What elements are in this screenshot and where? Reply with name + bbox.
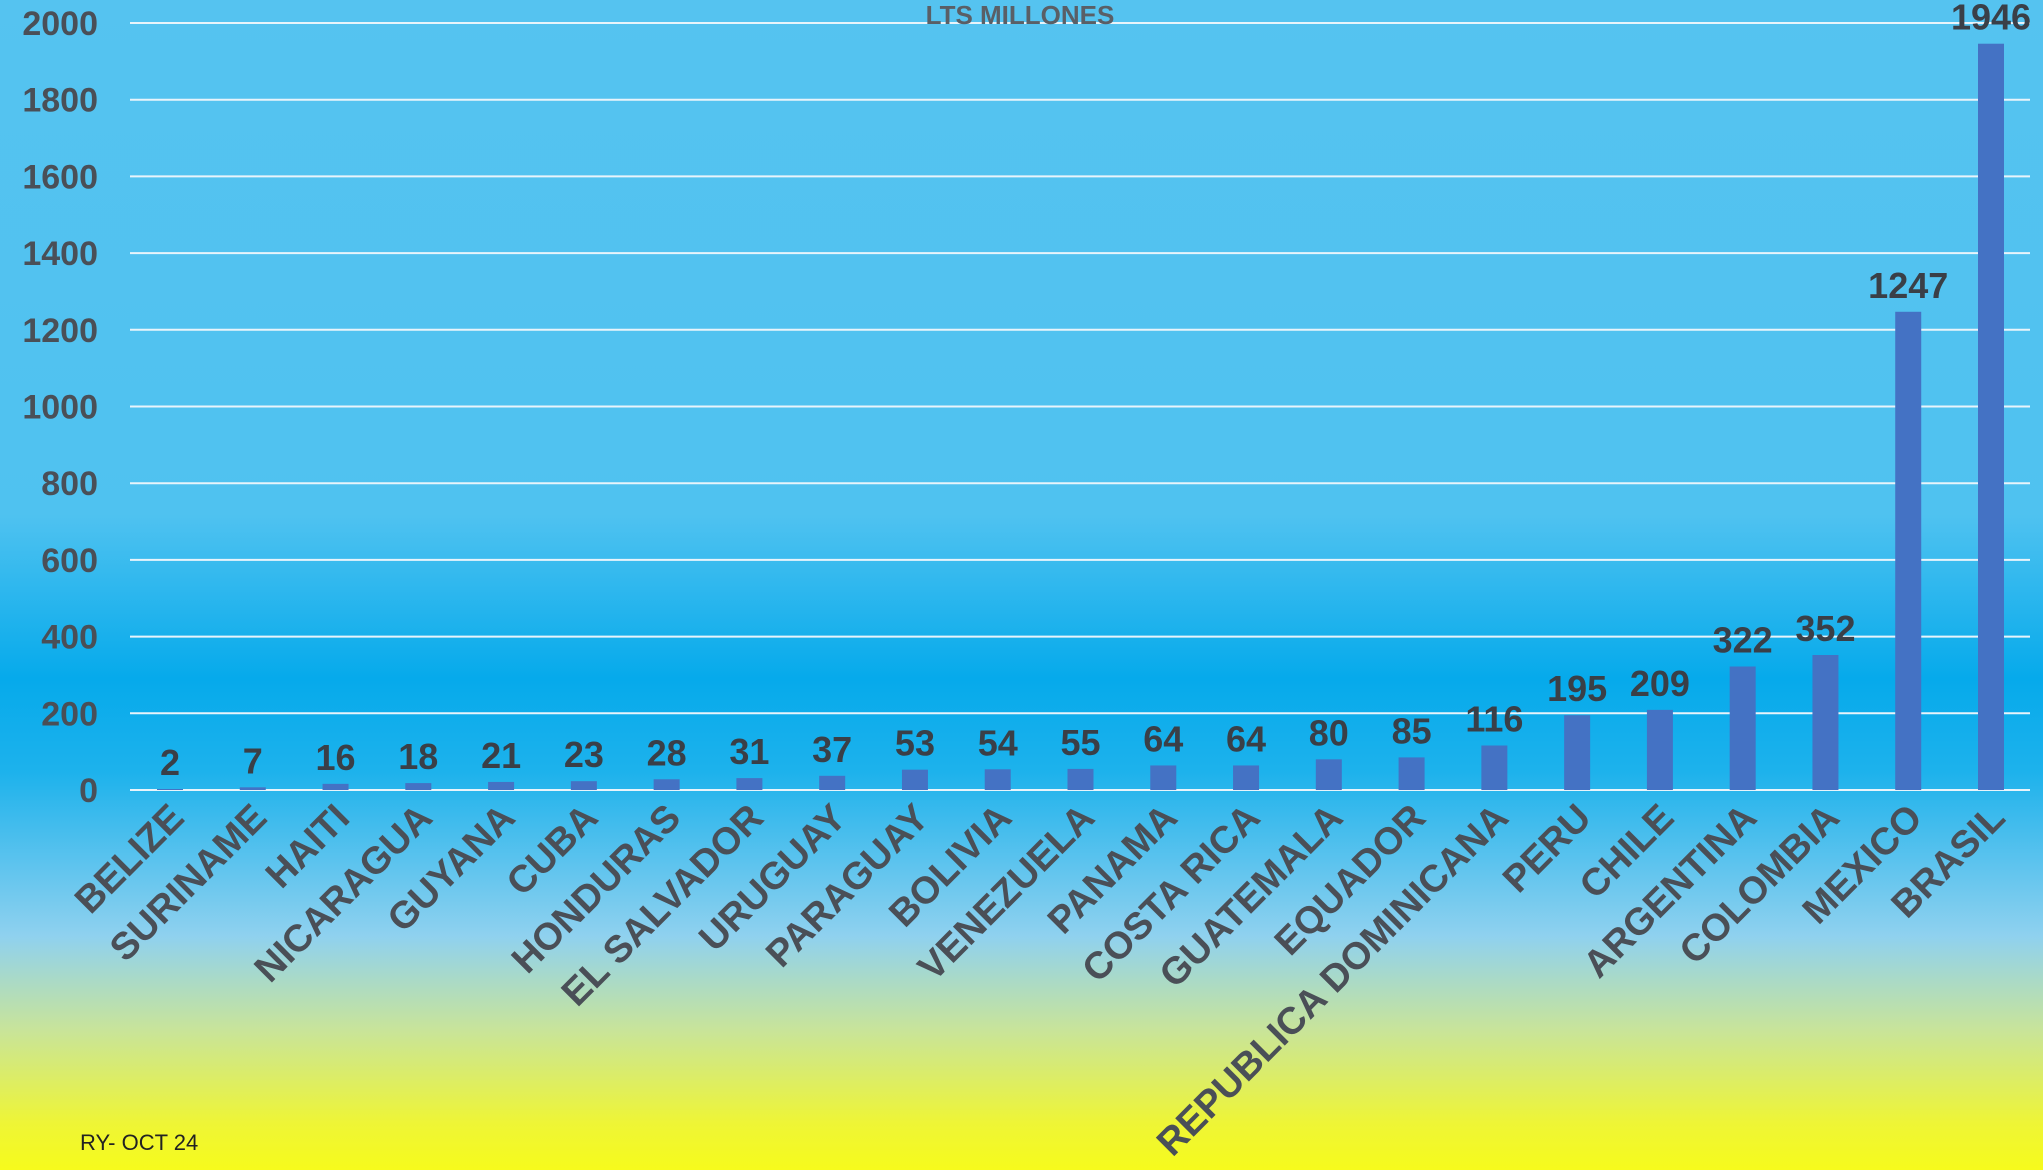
y-tick-label: 400 <box>41 619 98 657</box>
bars <box>157 43 2004 791</box>
y-axis-tick-labels: 0 200 400 600 800 1000 1200 1400 1600 1800 2000 <box>22 5 98 810</box>
data-label: 21 <box>481 735 521 776</box>
data-label: 28 <box>647 732 687 773</box>
data-label: 53 <box>895 723 935 764</box>
bar-colombia <box>1812 655 1839 790</box>
data-label: 31 <box>729 731 769 772</box>
bar-suriname <box>239 787 266 790</box>
bar-republica-dominicana <box>1481 745 1508 790</box>
bar-equador <box>1398 757 1425 790</box>
data-label: 209 <box>1630 663 1690 704</box>
bar-paraguay <box>901 769 928 790</box>
bar-bolivia <box>984 769 1011 790</box>
bar-el-salvador <box>736 778 763 790</box>
bar-cuba <box>570 781 597 790</box>
bar-peru <box>1564 715 1591 790</box>
data-label: 64 <box>1143 718 1183 759</box>
y-tick-label: 1200 <box>22 312 98 350</box>
y-tick-label: 1000 <box>22 389 98 427</box>
data-label: 1946 <box>1951 0 2031 38</box>
bar-argentina <box>1729 666 1756 790</box>
y-tick-label: 2000 <box>22 5 98 43</box>
data-label: 2 <box>160 742 180 783</box>
bar-panama <box>1150 765 1177 790</box>
category-labels: BELIZESURINAMEHAITINICARAGUAGUYANACUBAHO… <box>67 797 2013 1165</box>
y-tick-label: 1600 <box>22 158 98 196</box>
bar-haiti <box>322 783 349 790</box>
data-label: 322 <box>1713 620 1773 661</box>
data-label: 18 <box>398 736 438 777</box>
y-tick-label: 1400 <box>22 235 98 273</box>
bar-costa-rica <box>1233 765 1260 790</box>
data-label: 352 <box>1795 608 1855 649</box>
data-label: 7 <box>243 740 263 781</box>
bar-venezuela <box>1067 768 1094 790</box>
data-label: 55 <box>1060 722 1100 763</box>
bar-uruguay <box>819 775 846 790</box>
y-tick-label: 1800 <box>22 82 98 120</box>
footnote: RY- OCT 24 <box>80 1130 198 1155</box>
bar-nicaragua <box>405 783 432 790</box>
data-label: 64 <box>1226 718 1266 759</box>
chart-title: LTS MILLONES <box>926 0 1115 30</box>
bar-guyana <box>488 781 515 790</box>
bar-belize <box>157 789 183 790</box>
y-tick-label: 200 <box>41 695 98 733</box>
data-label: 195 <box>1547 668 1607 709</box>
data-label: 116 <box>1465 699 1523 740</box>
bar-chile <box>1646 709 1673 790</box>
data-label: 37 <box>812 729 852 770</box>
bar-brasil <box>1978 43 2004 791</box>
y-tick-label: 600 <box>41 542 98 580</box>
bar-guatemala <box>1315 759 1342 790</box>
data-label: 85 <box>1392 710 1432 751</box>
data-label: 1247 <box>1868 265 1948 306</box>
y-tick-label: 0 <box>79 772 98 810</box>
gridlines <box>130 22 2030 791</box>
data-label: 23 <box>564 734 604 775</box>
bar-honduras <box>653 779 680 790</box>
y-tick-label: 800 <box>41 465 98 503</box>
bar-mexico <box>1895 311 1922 790</box>
data-label: 16 <box>316 737 356 778</box>
data-label: 80 <box>1309 712 1349 753</box>
data-label: 54 <box>978 722 1018 763</box>
data-labels: 2 7 16 18 21 23 28 31 37 53 54 55 64 64 80 85 116 195 209 3… <box>160 0 2031 783</box>
